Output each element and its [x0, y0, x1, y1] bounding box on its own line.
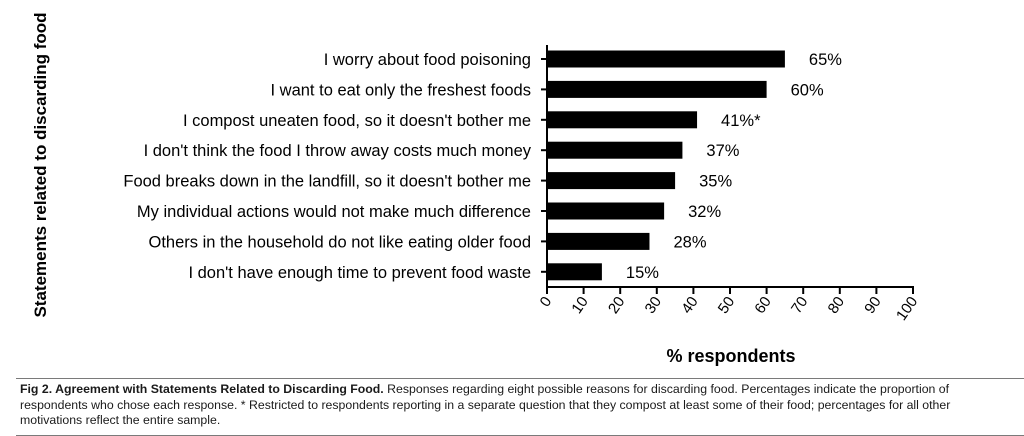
- category-label: Others in the household do not like eati…: [148, 233, 531, 251]
- data-labels: 65% 60% 41%* 37% 35% 32% 28% 15%: [626, 51, 842, 282]
- axes: [541, 45, 914, 294]
- data-label: 28%: [673, 233, 706, 251]
- category-label: I don't have enough time to prevent food…: [188, 264, 531, 282]
- data-label: 65%: [809, 51, 842, 69]
- bars: [547, 50, 785, 281]
- x-tick-label: 80: [825, 294, 848, 317]
- data-label: 35%: [699, 173, 732, 191]
- x-tick-label: 30: [642, 294, 665, 317]
- bar: [547, 202, 665, 220]
- x-tick-label: 100: [893, 294, 921, 324]
- caption-body: Responses regarding eight possible reaso…: [20, 382, 951, 427]
- category-label: Food breaks down in the landfill, so it …: [123, 173, 531, 191]
- data-label: 15%: [626, 264, 659, 282]
- bar: [547, 80, 767, 98]
- x-tick-label: 0: [537, 294, 556, 311]
- bar: [547, 141, 683, 159]
- category-label: I worry about food poisoning: [324, 51, 531, 69]
- x-tick-label: 10: [568, 294, 591, 317]
- data-label: 60%: [791, 81, 824, 99]
- x-tick-label: 20: [605, 294, 628, 317]
- data-label: 37%: [706, 142, 739, 160]
- bar: [547, 232, 650, 250]
- bar: [547, 111, 698, 129]
- x-tick-label: 70: [788, 294, 811, 317]
- bar: [547, 50, 785, 68]
- bar: [547, 172, 676, 190]
- category-label: My individual actions would not make muc…: [137, 203, 531, 221]
- category-label: I don't think the food I throw away cost…: [144, 142, 532, 160]
- x-tick-labels: 0 10 20 30 40 50 60 70 80 90 100: [537, 294, 922, 324]
- data-label: 32%: [688, 203, 721, 221]
- y-axis-title-group: Statements related to discarding food: [31, 12, 50, 317]
- figure-caption: Fig 2. Agreement with Statements Related…: [20, 382, 1015, 429]
- x-axis-title: % respondents: [666, 346, 795, 366]
- category-labels: I worry about food poisoning I want to ea…: [123, 51, 531, 282]
- category-label: I compost uneaten food, so it doesn't bo…: [183, 112, 531, 130]
- bar-chart: Statements related to discarding food I …: [31, 12, 922, 366]
- category-label: I want to eat only the freshest foods: [271, 81, 532, 99]
- x-tick-label: 60: [751, 294, 774, 317]
- x-tick-label: 90: [861, 294, 884, 317]
- bar: [547, 263, 602, 281]
- x-tick-label: 40: [678, 294, 701, 317]
- y-axis-title: Statements related to discarding food: [31, 12, 50, 317]
- caption-divider-top: [16, 378, 1024, 379]
- caption-lead: Fig 2. Agreement with Statements Related…: [20, 382, 384, 396]
- x-tick-label: 50: [715, 294, 738, 317]
- data-label: 41%*: [721, 112, 761, 130]
